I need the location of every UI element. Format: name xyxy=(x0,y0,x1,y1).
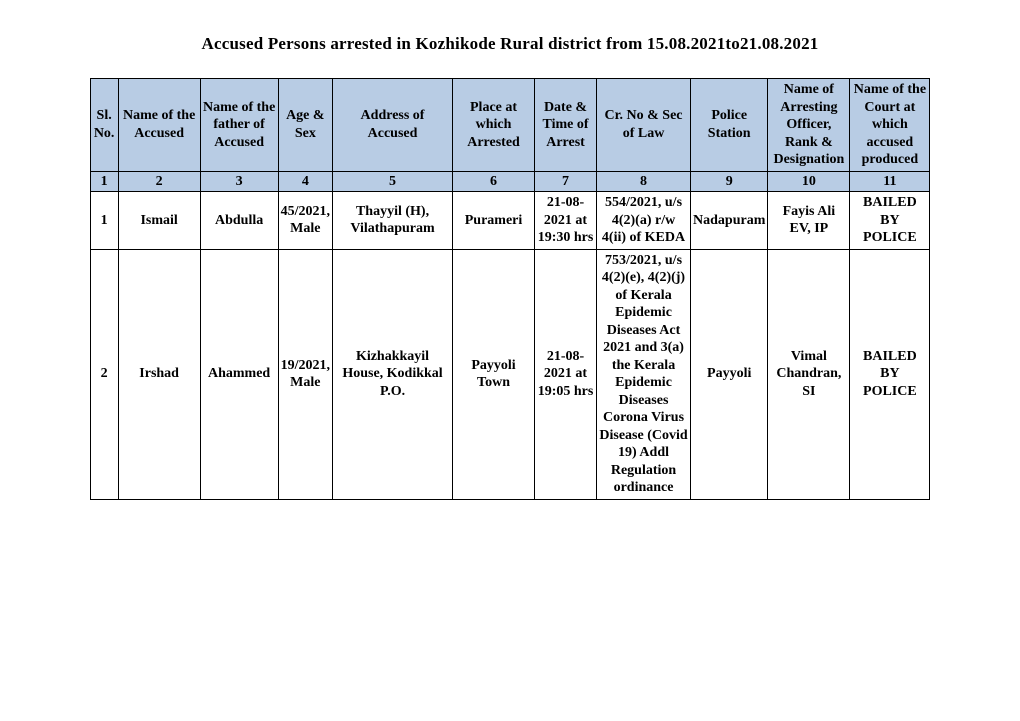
col-header: Cr. No & Sec of Law xyxy=(597,79,691,172)
accused-table: Sl. No. Name of the Accused Name of the … xyxy=(90,78,931,500)
col-header: Name of the Accused xyxy=(118,79,200,172)
col-num: 1 xyxy=(90,171,118,192)
col-header: Sl. No. xyxy=(90,79,118,172)
col-header: Name of the Court at which accused produ… xyxy=(850,79,930,172)
cell: Payyoli Town xyxy=(453,249,535,499)
col-num: 2 xyxy=(118,171,200,192)
col-num: 5 xyxy=(333,171,453,192)
col-num: 11 xyxy=(850,171,930,192)
cell: Abdulla xyxy=(200,192,278,250)
col-header: Name of Arresting Officer, Rank & Design… xyxy=(768,79,850,172)
col-header: Age & Sex xyxy=(278,79,332,172)
col-num: 10 xyxy=(768,171,850,192)
col-header: Name of the father of Accused xyxy=(200,79,278,172)
cell: Thayyil (H), Vilathapuram xyxy=(333,192,453,250)
cell: Purameri xyxy=(453,192,535,250)
cell: Ismail xyxy=(118,192,200,250)
col-num: 9 xyxy=(691,171,768,192)
cell: 19/2021, Male xyxy=(278,249,332,499)
cell: 753/2021, u/s 4(2)(e), 4(2)(j) of Kerala… xyxy=(597,249,691,499)
col-header: Police Station xyxy=(691,79,768,172)
table-header-row: Sl. No. Name of the Accused Name of the … xyxy=(90,79,930,172)
cell: Ahammed xyxy=(200,249,278,499)
cell: 21-08-2021 at 19:05 hrs xyxy=(535,249,597,499)
cell: Payyoli xyxy=(691,249,768,499)
cell: 21-08-2021 at 19:30 hrs xyxy=(535,192,597,250)
cell: Vimal Chandran, SI xyxy=(768,249,850,499)
col-header: Date & Time of Arrest xyxy=(535,79,597,172)
cell: Kizhakkayil House, Kodikkal P.O. xyxy=(333,249,453,499)
table-colnum-row: 1 2 3 4 5 6 7 8 9 10 11 xyxy=(90,171,930,192)
col-num: 8 xyxy=(597,171,691,192)
col-num: 6 xyxy=(453,171,535,192)
cell: 45/2021, Male xyxy=(278,192,332,250)
cell: BAILED BY POLICE xyxy=(850,249,930,499)
cell: Irshad xyxy=(118,249,200,499)
page-title: Accused Persons arrested in Kozhikode Ru… xyxy=(0,34,1020,54)
table-row: 2 Irshad Ahammed 19/2021, Male Kizhakkay… xyxy=(90,249,930,499)
col-header: Place at which Arrested xyxy=(453,79,535,172)
table-row: 1 Ismail Abdulla 45/2021, Male Thayyil (… xyxy=(90,192,930,250)
col-num: 3 xyxy=(200,171,278,192)
cell: 2 xyxy=(90,249,118,499)
col-num: 7 xyxy=(535,171,597,192)
cell: 1 xyxy=(90,192,118,250)
col-num: 4 xyxy=(278,171,332,192)
cell: Fayis Ali EV, IP xyxy=(768,192,850,250)
page: Accused Persons arrested in Kozhikode Ru… xyxy=(0,0,1020,721)
cell: BAILED BY POLICE xyxy=(850,192,930,250)
cell: 554/2021, u/s 4(2)(a) r/w 4(ii) of KEDA xyxy=(597,192,691,250)
cell: Nadapuram xyxy=(691,192,768,250)
col-header: Address of Accused xyxy=(333,79,453,172)
